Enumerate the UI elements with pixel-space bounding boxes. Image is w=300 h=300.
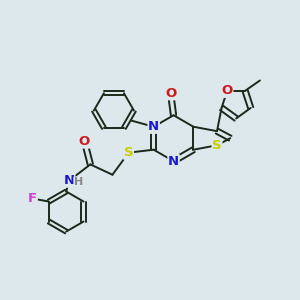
Text: O: O — [165, 87, 176, 100]
Text: S: S — [124, 146, 134, 159]
Text: H: H — [74, 177, 83, 187]
Text: N: N — [148, 120, 159, 133]
Text: F: F — [28, 192, 37, 205]
Text: S: S — [212, 139, 222, 152]
Text: O: O — [79, 135, 90, 148]
Text: N: N — [168, 155, 179, 168]
Text: O: O — [221, 84, 233, 97]
Text: N: N — [64, 174, 75, 187]
